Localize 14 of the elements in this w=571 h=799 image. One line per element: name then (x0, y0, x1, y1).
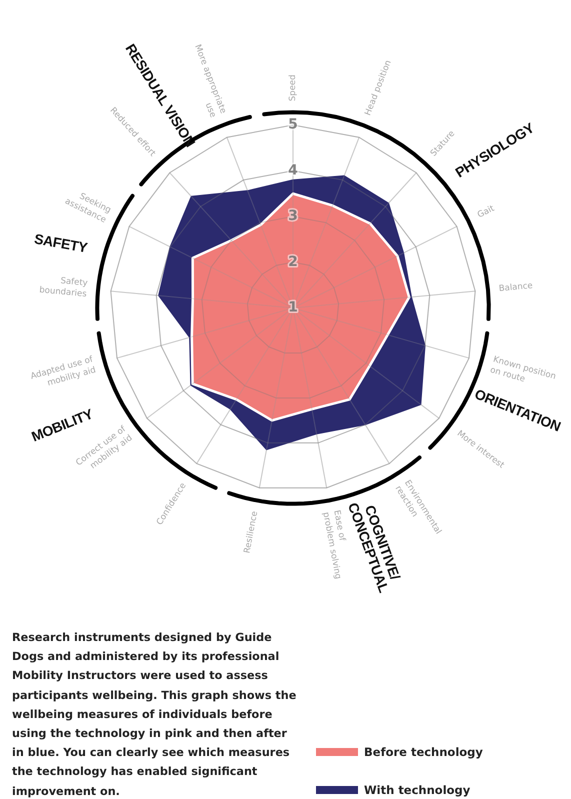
y-tick-label: 2 (288, 254, 298, 270)
y-tick-label: 3 (288, 208, 298, 224)
spoke-label: Speed (288, 74, 298, 102)
spoke-label: Known position on route (488, 354, 558, 385)
spoke-label: Ease of problem solving (320, 509, 348, 580)
text: Research instruments designed by Guide Dogs and administered by its professional Mobility Instructors were used to assess participants wellbeing. This graph shows the wellbeing measures of individuals before using the technology in pink and then after in blue. You can clearly see which measures the technology has enabled significant improvement on. (12, 631, 296, 798)
spoke-label: Gait (476, 203, 497, 220)
y-tick-label: 1 (288, 300, 298, 316)
text: SAFETY (32, 230, 88, 256)
spoke-label: Safety boundaries (38, 276, 88, 300)
legend-label: Before technology (364, 745, 483, 759)
spoke-label: Balance (498, 281, 534, 294)
legend-label: With technology (364, 783, 470, 797)
spoke-label: Resilience (242, 510, 260, 554)
